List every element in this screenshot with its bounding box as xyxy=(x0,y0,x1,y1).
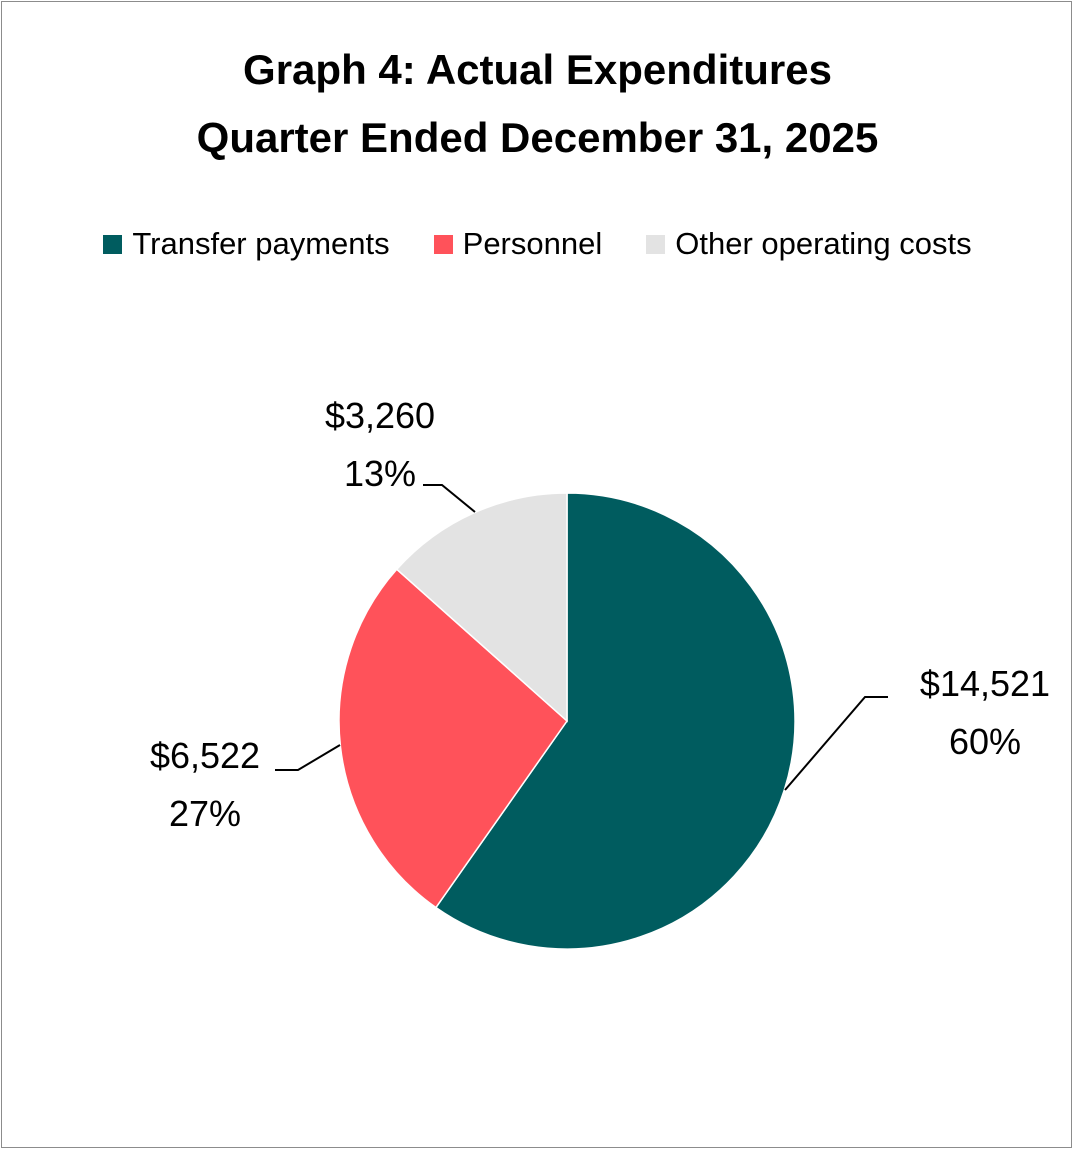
pie-slice-personnel xyxy=(338,568,568,909)
data-label-other-operating-costs: $3,260 13% xyxy=(300,387,460,503)
value-label: $3,260 xyxy=(324,395,436,436)
pie-slice-transfer-payments xyxy=(434,492,796,950)
leader-line-other-operating-costs xyxy=(423,484,476,513)
data-label-transfer-payments: $14,521 60% xyxy=(900,655,1070,771)
legend: Transfer payments Personnel Other operat… xyxy=(0,226,1075,262)
leader-line-transfer-payments xyxy=(784,696,888,791)
legend-label: Other operating costs xyxy=(675,226,972,261)
percent-label: 60% xyxy=(948,721,1022,762)
legend-swatch xyxy=(103,234,123,254)
legend-item-transfer-payments: Transfer payments xyxy=(103,226,390,262)
percent-label: 27% xyxy=(168,793,242,834)
pie-slice-other-operating-costs xyxy=(395,492,568,723)
leader-line-personnel xyxy=(275,744,341,771)
legend-item-personnel: Personnel xyxy=(433,226,603,262)
value-label: $14,521 xyxy=(919,663,1051,704)
chart-title-line-2: Quarter Ended December 31, 2025 xyxy=(196,114,879,161)
legend-swatch xyxy=(433,234,453,254)
legend-label: Personnel xyxy=(462,226,603,261)
data-label-personnel: $6,522 27% xyxy=(125,727,285,843)
percent-label: 13% xyxy=(343,453,417,494)
chart-title-line-1: Graph 4: Actual Expenditures xyxy=(243,46,832,93)
legend-swatch xyxy=(646,234,666,254)
value-label: $6,522 xyxy=(149,735,261,776)
legend-item-other-operating-costs: Other operating costs xyxy=(646,226,972,262)
legend-label: Transfer payments xyxy=(132,226,390,261)
